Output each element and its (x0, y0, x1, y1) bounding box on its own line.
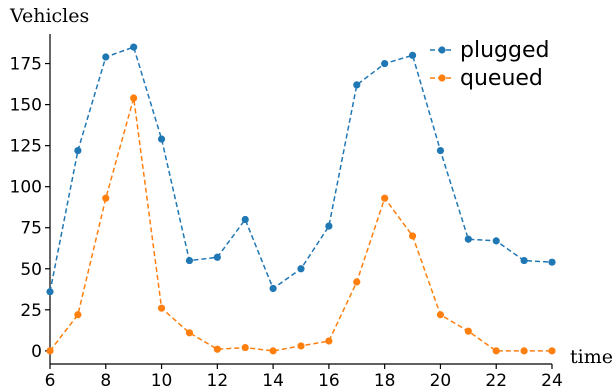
y-tick-label: 50 (20, 260, 42, 280)
data-point-plugged (185, 256, 194, 265)
data-point-plugged (548, 258, 556, 266)
y-axis-title: Vehicles (9, 5, 89, 27)
data-point-queued (46, 347, 54, 355)
data-point-queued (269, 347, 277, 355)
data-point-queued (297, 342, 305, 350)
data-point-plugged (408, 51, 417, 59)
data-point-plugged (213, 253, 221, 261)
data-point-queued (325, 337, 333, 345)
legend: plugged queued (430, 38, 549, 91)
x-tick-label: 10 (151, 371, 173, 390)
y-tick-label: 25 (20, 301, 42, 321)
data-point-queued (102, 194, 110, 202)
data-point-queued (436, 311, 445, 319)
series-layer (46, 43, 556, 355)
x-tick-label: 20 (430, 371, 452, 390)
data-point-plugged (46, 288, 54, 296)
y-ticks: 0 25 50 75 100 125 150 175 (10, 55, 50, 362)
data-point-plugged (130, 43, 138, 51)
data-point-queued (213, 345, 221, 353)
data-point-plugged (353, 81, 361, 89)
data-point-queued (157, 304, 166, 312)
data-point-queued (241, 343, 249, 352)
data-point-queued (408, 232, 417, 240)
x-tick-label: 6 (45, 371, 56, 390)
y-tick-label: 100 (10, 178, 42, 198)
series-plugged (46, 43, 556, 296)
legend-label: plugged (460, 38, 549, 63)
x-tick-label: 24 (541, 371, 563, 390)
legend-swatch-marker (438, 46, 446, 54)
data-point-plugged (436, 146, 445, 155)
data-point-queued (548, 347, 556, 355)
y-tick-label: 150 (10, 96, 42, 116)
data-point-plugged (241, 215, 249, 224)
data-point-queued (520, 347, 528, 355)
legend-item-queued: queued (430, 66, 543, 91)
axes: 0 25 50 75 100 125 150 175 6 8 10 12 14 16 18 20 22 24 (10, 34, 563, 390)
data-point-queued (464, 327, 472, 335)
series-line-queued (49, 97, 552, 352)
legend-item-plugged: plugged (430, 38, 549, 63)
x-tick-label: 16 (318, 371, 340, 390)
data-point-plugged (325, 222, 333, 230)
x-ticks: 6 8 10 12 14 16 18 20 22 24 (45, 364, 563, 390)
x-axis-title: time (570, 346, 613, 368)
series-queued (46, 94, 556, 355)
x-tick-label: 14 (262, 371, 284, 390)
data-point-plugged (74, 146, 82, 155)
data-point-plugged (492, 237, 500, 245)
x-tick-label: 18 (374, 371, 396, 390)
y-tick-label: 75 (20, 219, 42, 239)
data-point-plugged (520, 256, 528, 265)
data-point-queued (185, 329, 194, 337)
x-tick-label: 8 (100, 371, 111, 390)
data-point-queued (130, 94, 138, 102)
data-point-plugged (297, 265, 305, 273)
y-tick-label: 125 (10, 137, 42, 157)
data-point-plugged (464, 235, 472, 243)
y-tick-label: 0 (31, 342, 42, 362)
data-point-queued (492, 347, 500, 355)
data-point-queued (74, 311, 82, 319)
y-tick-label: 175 (10, 55, 42, 75)
x-tick-label: 22 (485, 371, 507, 390)
legend-swatch-marker (438, 74, 446, 82)
data-point-plugged (269, 284, 277, 293)
data-point-plugged (381, 59, 389, 68)
data-point-plugged (102, 53, 110, 61)
legend-label: queued (460, 66, 543, 91)
data-point-plugged (157, 135, 166, 143)
data-point-queued (381, 194, 389, 202)
data-point-queued (353, 278, 361, 286)
x-tick-label: 12 (207, 371, 229, 390)
